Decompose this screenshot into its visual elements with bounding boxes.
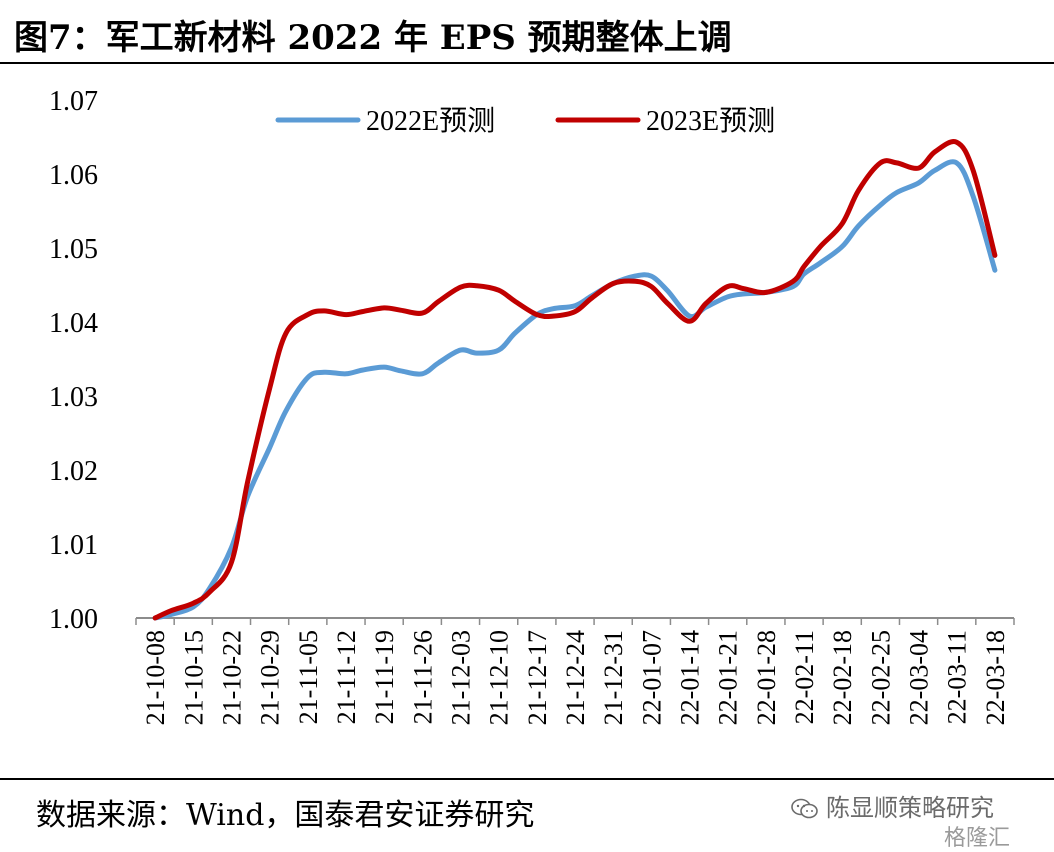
x-tick-label: 21-12-17 (523, 630, 552, 725)
x-tick-label: 21-11-12 (332, 630, 361, 724)
x-tick-label: 21-11-19 (370, 630, 399, 724)
series-line-2022e (152, 159, 998, 621)
legend-label: 2023E预测 (646, 106, 775, 137)
x-tick-label: 22-03-04 (905, 630, 934, 725)
x-tick-label: 21-12-10 (485, 630, 514, 725)
x-tick-label: 22-02-11 (790, 630, 819, 724)
x-axis: 21-10-08 21-10-15 21-10-22 21-10-29 21-11-05… (135, 617, 1015, 725)
x-tick-label: 21-12-24 (561, 630, 590, 725)
eps-line-chart: 1.00 1.01 1.02 1.03 1.04 1.05 1.06 1.07 21-10-0… (49, 86, 1015, 725)
plot-lines (152, 139, 998, 621)
chart-legend: 2022E预测 2023E预测 (275, 106, 775, 137)
watermark-account: 陈显顺策略研究 (790, 788, 994, 823)
series-line-2023e (152, 139, 998, 621)
watermark-brand: 格隆汇 (944, 826, 1011, 851)
wechat-icon (791, 798, 818, 819)
legend-label: 2022E预测 (366, 106, 495, 137)
x-tick-label: 21-10-15 (179, 630, 208, 725)
x-tick-label: 22-02-25 (866, 630, 895, 725)
x-tick-label: 21-12-03 (446, 630, 475, 725)
y-tick-label: 1.02 (49, 456, 98, 487)
watermark-account-text: 陈显顺策略研究 (826, 794, 994, 822)
y-tick-label: 1.04 (49, 308, 98, 339)
y-tick-label: 1.07 (49, 86, 98, 117)
x-tick-label: 22-01-14 (676, 630, 705, 725)
x-tick-label: 22-03-11 (943, 630, 972, 724)
x-tick-label: 21-10-29 (256, 630, 285, 725)
x-tick-label: 22-01-21 (714, 630, 743, 725)
x-tick-label: 21-11-05 (294, 630, 323, 724)
x-tick-label: 22-02-18 (828, 630, 857, 725)
source-rule (0, 778, 1054, 780)
y-tick-label: 1.01 (49, 530, 98, 561)
x-tick-label: 21-12-31 (599, 630, 628, 725)
x-tick-label: 21-11-26 (408, 630, 437, 724)
x-tick-label: 21-10-22 (217, 630, 246, 725)
x-tick-label: 22-01-07 (637, 630, 666, 725)
y-tick-label: 1.00 (49, 604, 98, 635)
data-source-note: 数据来源：Wind，国泰君安证券研究 (36, 798, 535, 833)
y-tick-label: 1.05 (49, 234, 98, 265)
title-rule (0, 62, 1054, 64)
x-tick-label: 22-03-18 (981, 630, 1010, 725)
y-tick-label: 1.03 (49, 382, 98, 413)
x-tick-label: 22-01-28 (752, 630, 781, 725)
x-tick-label: 21-10-08 (141, 630, 170, 725)
y-axis: 1.00 1.01 1.02 1.03 1.04 1.05 1.06 1.07 (49, 86, 98, 635)
y-tick-label: 1.06 (49, 160, 98, 191)
chart-title: 图7：军工新材料 2022 年 EPS 预期整体上调 (14, 18, 732, 58)
